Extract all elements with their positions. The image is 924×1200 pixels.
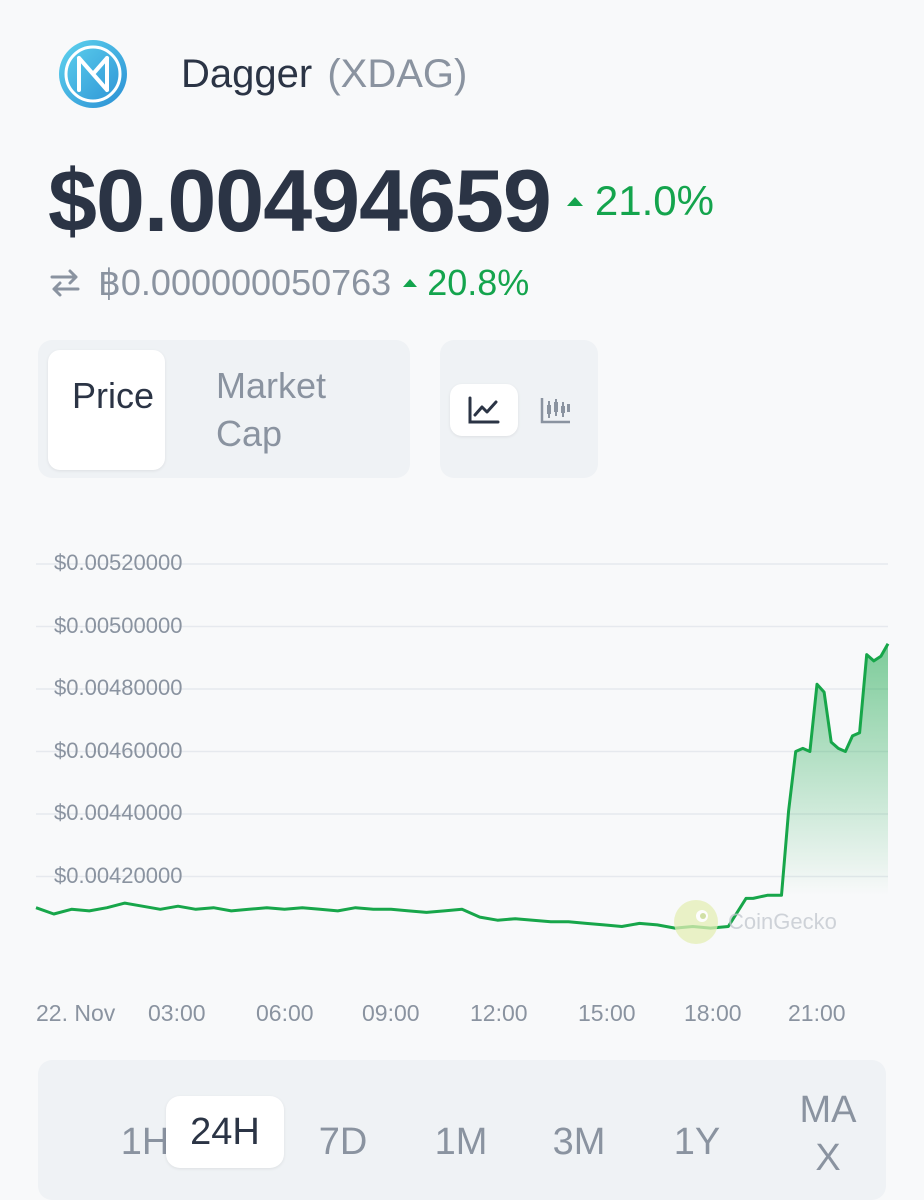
y-tick-label: $0.00480000	[54, 675, 183, 700]
coin-symbol: (XDAG)	[327, 52, 468, 96]
btc-change-value: 20.8%	[427, 262, 530, 303]
y-tick-label: $0.00520000	[54, 550, 183, 575]
candlestick-view-button[interactable]	[522, 384, 590, 436]
tab-price[interactable]: Price	[48, 350, 165, 470]
range-1m[interactable]: 1M	[434, 1120, 488, 1163]
y-tick-label: $0.00460000	[54, 737, 183, 763]
chart-view-toggle	[440, 340, 598, 478]
range-7d[interactable]: 7D	[318, 1120, 368, 1163]
range-max-label: MAX	[799, 1089, 857, 1179]
price-row: $0.00494659 21.0%	[48, 150, 714, 252]
coingecko-watermark: CoinGecko	[672, 898, 837, 946]
dagger-logo-icon	[59, 40, 127, 108]
y-tick-label: $0.00420000	[54, 862, 183, 888]
range-1h[interactable]: 1H	[120, 1120, 170, 1163]
usd-change-value: 21.0%	[594, 177, 714, 224]
coingecko-logo-icon	[674, 900, 718, 944]
x-tick-label: 12:00	[470, 1000, 528, 1026]
y-tick-label: $0.00500000	[54, 612, 183, 638]
x-tick-label: 22. Nov	[36, 1000, 116, 1026]
x-tick-label: 15:00	[578, 1000, 636, 1026]
up-triangle-icon	[403, 279, 418, 287]
tab-market-cap[interactable]: Market Cap	[216, 365, 327, 454]
coin-header: Dagger (XDAG)	[55, 38, 467, 110]
range-3m[interactable]: 3M	[552, 1120, 606, 1163]
range-max[interactable]: MAX	[778, 1086, 878, 1182]
up-triangle-icon	[566, 196, 583, 206]
x-tick-label: 09:00	[362, 1000, 420, 1026]
price-chart[interactable]: $0.00520000 $0.00500000 $0.00480000 $0.0046…	[0, 530, 924, 1050]
swap-arrows-icon	[50, 269, 80, 297]
usd-price: $0.00494659	[48, 151, 552, 250]
watermark-text: CoinGecko	[728, 909, 837, 934]
x-tick-label: 06:00	[256, 1000, 314, 1026]
line-chart-icon	[468, 396, 500, 424]
range-24h[interactable]: 24H	[166, 1096, 284, 1168]
btc-change: 20.8%	[403, 262, 529, 304]
range-1y[interactable]: 1Y	[673, 1120, 721, 1163]
coin-name: Dagger	[181, 52, 313, 96]
usd-change: 21.0%	[566, 177, 714, 225]
y-tick-label: $0.00440000	[54, 800, 183, 825]
x-tick-label: 03:00	[148, 1000, 206, 1026]
btc-price: ฿0.000000050763	[98, 262, 392, 303]
price-line	[35, 642, 890, 930]
price-chart-canvas	[35, 563, 890, 930]
btc-price-row: ฿0.000000050763 20.8%	[48, 262, 529, 304]
chart-type-toggle: Price Market Cap	[38, 340, 410, 478]
time-range-selector: 1H 24H 7D 1M 3M 1Y MAX	[38, 1060, 886, 1200]
coin-title: Dagger (XDAG)	[181, 52, 467, 97]
x-tick-label: 21:00	[788, 1000, 846, 1026]
candlestick-chart-icon	[540, 398, 570, 424]
line-view-button[interactable]	[450, 384, 518, 436]
price-area	[781, 643, 888, 896]
x-tick-label: 18:00	[684, 1000, 742, 1026]
